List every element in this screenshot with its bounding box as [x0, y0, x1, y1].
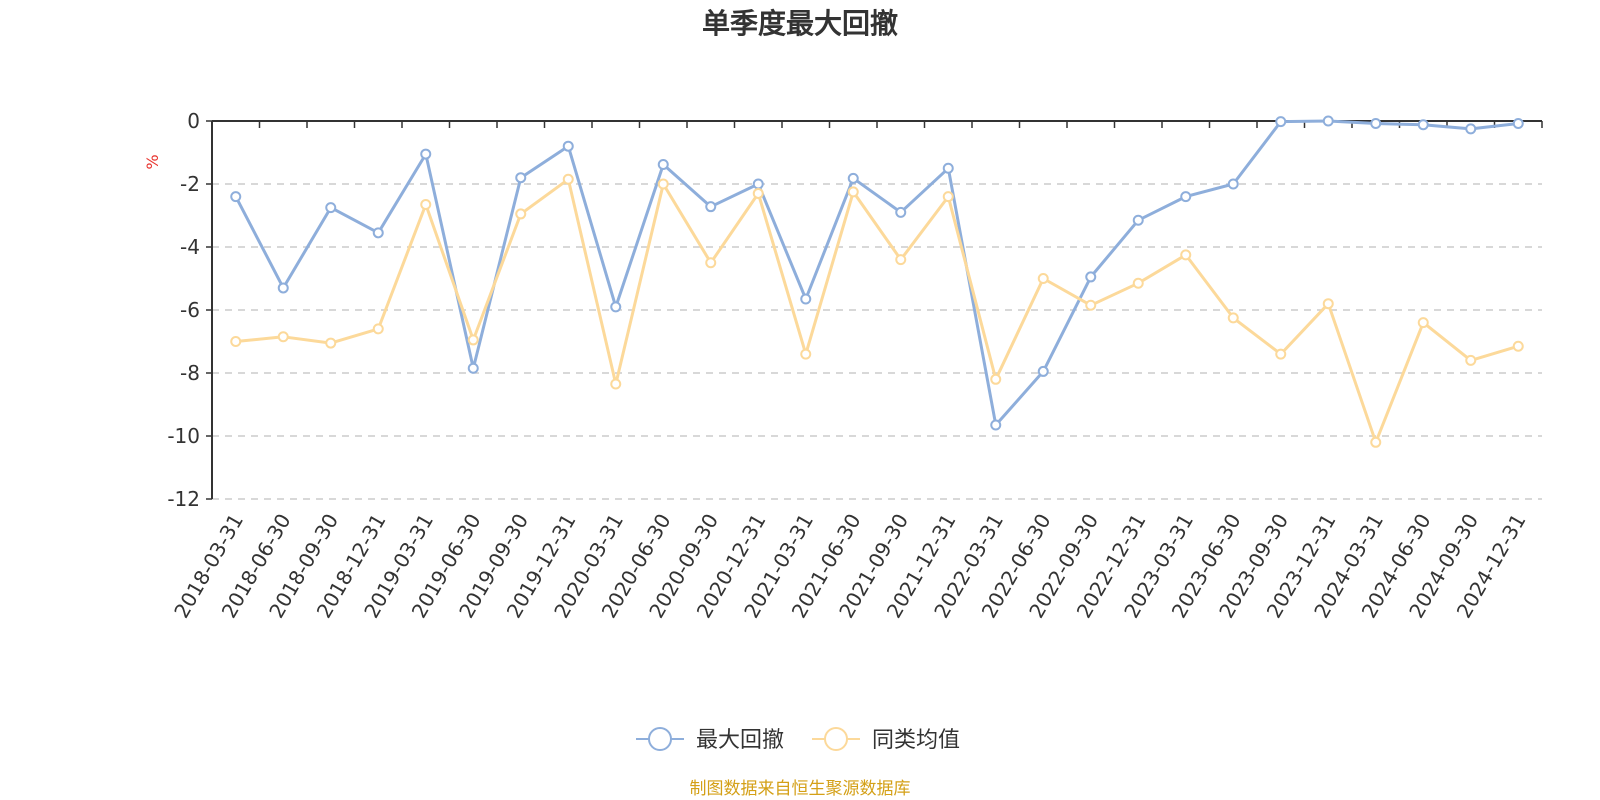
legend-item-0[interactable]: 最大回撤: [636, 727, 784, 753]
data-point[interactable]: [657, 158, 669, 170]
data-point[interactable]: [372, 227, 384, 239]
data-point[interactable]: [895, 254, 907, 266]
data-point[interactable]: [1370, 118, 1382, 130]
data-point[interactable]: [277, 331, 289, 343]
data-point[interactable]: [1227, 178, 1239, 190]
data-point[interactable]: [325, 337, 337, 349]
data-point[interactable]: [1512, 118, 1524, 130]
series-line: [235, 177, 1519, 444]
data-point[interactable]: [610, 301, 622, 313]
data-point[interactable]: [1180, 191, 1192, 203]
data-point[interactable]: [1417, 317, 1429, 329]
legend-label: 同类均值: [872, 728, 960, 753]
data-point[interactable]: [1227, 312, 1239, 324]
data-point[interactable]: [610, 378, 622, 390]
y-tick-label: -10: [167, 424, 200, 448]
data-point[interactable]: [1275, 348, 1287, 360]
data-point[interactable]: [1132, 214, 1144, 226]
y-tick-label: -4: [180, 235, 200, 259]
data-point[interactable]: [562, 173, 574, 185]
grid-lines: [212, 183, 1542, 500]
data-point[interactable]: [705, 201, 717, 213]
axes: 0-2-4-6-8-10-122018-03-312018-06-302018-…: [167, 109, 1543, 622]
data-point[interactable]: [420, 148, 432, 160]
legend-marker: [648, 727, 672, 751]
data-point[interactable]: [1037, 273, 1049, 284]
y-axis-unit-label: %: [143, 154, 162, 169]
data-point[interactable]: [1417, 119, 1429, 131]
y-tick-label: -2: [180, 172, 200, 196]
series-layer: [230, 115, 1524, 448]
data-point[interactable]: [990, 373, 1002, 385]
data-point[interactable]: [467, 362, 479, 374]
data-point[interactable]: [230, 191, 242, 203]
data-point[interactable]: [515, 172, 527, 184]
data-point[interactable]: [467, 334, 479, 346]
y-tick-label: 0: [187, 109, 200, 133]
data-point[interactable]: [1370, 436, 1382, 448]
data-point[interactable]: [1180, 249, 1192, 261]
series-0: [230, 115, 1524, 431]
data-point[interactable]: [372, 323, 384, 335]
data-point[interactable]: [942, 162, 954, 174]
data-point[interactable]: [420, 198, 432, 210]
data-source-note: 制图数据来自恒生聚源数据库: [690, 779, 911, 799]
data-point[interactable]: [562, 140, 574, 152]
y-tick-label: -8: [180, 361, 200, 385]
data-point[interactable]: [1275, 116, 1287, 128]
data-point[interactable]: [1465, 354, 1477, 366]
legend-item-1[interactable]: 同类均值: [812, 727, 960, 753]
data-point[interactable]: [1085, 299, 1097, 311]
data-point[interactable]: [277, 282, 289, 294]
data-point[interactable]: [1322, 298, 1334, 310]
data-point[interactable]: [1085, 271, 1097, 283]
data-point[interactable]: [325, 202, 337, 214]
chart-title: 单季度最大回撤: [702, 7, 898, 40]
data-point[interactable]: [847, 186, 859, 198]
data-point[interactable]: [847, 172, 859, 184]
data-point[interactable]: [230, 336, 242, 347]
y-tick-label: -6: [180, 298, 200, 322]
data-point[interactable]: [1322, 115, 1334, 127]
data-point[interactable]: [705, 257, 717, 269]
data-point[interactable]: [752, 187, 764, 199]
data-point[interactable]: [515, 208, 527, 220]
data-point[interactable]: [1132, 277, 1144, 289]
data-point[interactable]: [990, 419, 1002, 431]
series-line: [234, 119, 1519, 427]
data-point[interactable]: [752, 178, 764, 190]
legend-marker: [824, 727, 848, 751]
data-point[interactable]: [1037, 365, 1049, 377]
data-point[interactable]: [657, 178, 669, 190]
data-point[interactable]: [800, 293, 812, 305]
legend[interactable]: 最大回撤 同类均值: [636, 727, 960, 753]
series-1: [230, 173, 1524, 448]
y-tick-label: -12: [167, 487, 200, 511]
data-point[interactable]: [895, 206, 907, 218]
data-point[interactable]: [942, 191, 954, 203]
data-point[interactable]: [800, 348, 812, 360]
data-point[interactable]: [1465, 123, 1477, 135]
data-point[interactable]: [1512, 340, 1524, 352]
legend-label: 最大回撤: [696, 728, 784, 753]
